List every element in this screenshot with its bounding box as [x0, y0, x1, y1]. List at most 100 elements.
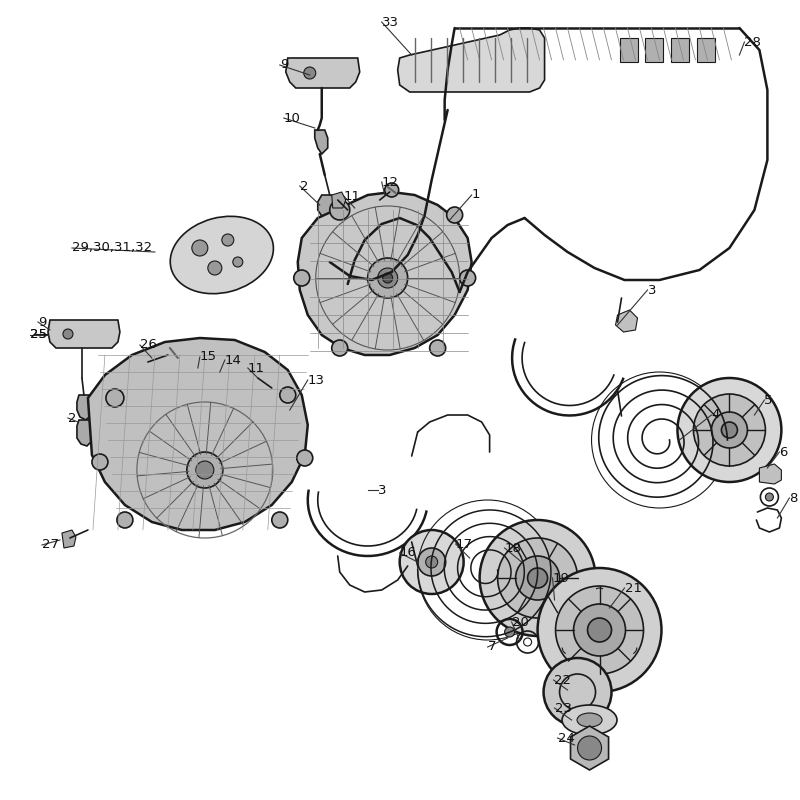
- Text: 2: 2: [68, 411, 77, 425]
- Circle shape: [297, 450, 313, 466]
- Circle shape: [92, 454, 108, 470]
- Text: 14: 14: [225, 354, 242, 366]
- Circle shape: [515, 556, 559, 600]
- Circle shape: [400, 530, 464, 594]
- Circle shape: [272, 512, 288, 528]
- Circle shape: [233, 257, 243, 267]
- Circle shape: [538, 568, 662, 692]
- Circle shape: [332, 340, 348, 356]
- Circle shape: [446, 207, 462, 223]
- Polygon shape: [252, 369, 266, 385]
- Circle shape: [382, 273, 393, 283]
- Circle shape: [587, 618, 611, 642]
- Circle shape: [574, 604, 626, 656]
- Circle shape: [555, 586, 643, 674]
- Text: 25: 25: [30, 329, 47, 342]
- Polygon shape: [550, 596, 571, 616]
- Circle shape: [330, 200, 350, 220]
- Text: 17: 17: [456, 538, 473, 550]
- Circle shape: [63, 329, 73, 339]
- Circle shape: [385, 183, 398, 197]
- Circle shape: [543, 658, 611, 726]
- Text: 9: 9: [38, 315, 46, 329]
- Circle shape: [505, 627, 514, 637]
- Text: 1: 1: [472, 189, 480, 202]
- Polygon shape: [558, 588, 579, 608]
- Polygon shape: [332, 192, 346, 208]
- Circle shape: [426, 556, 438, 568]
- Text: 11: 11: [344, 190, 361, 202]
- Circle shape: [430, 340, 446, 356]
- Text: 15: 15: [200, 350, 217, 363]
- Polygon shape: [615, 310, 638, 332]
- Text: 2: 2: [300, 179, 308, 193]
- Ellipse shape: [577, 713, 602, 727]
- Text: 10: 10: [284, 111, 301, 125]
- Circle shape: [678, 378, 782, 482]
- Circle shape: [188, 364, 204, 380]
- Circle shape: [378, 268, 398, 288]
- Polygon shape: [398, 28, 545, 92]
- Circle shape: [722, 422, 738, 438]
- Text: 11: 11: [248, 362, 265, 374]
- Polygon shape: [759, 464, 782, 484]
- Text: 28: 28: [745, 35, 762, 49]
- Polygon shape: [671, 38, 690, 62]
- Circle shape: [694, 394, 766, 466]
- Polygon shape: [698, 38, 715, 62]
- Text: 29,30,31,32: 29,30,31,32: [72, 242, 152, 254]
- Polygon shape: [314, 130, 328, 154]
- Text: 23: 23: [554, 702, 571, 714]
- Text: 3: 3: [378, 483, 386, 497]
- Polygon shape: [646, 38, 663, 62]
- Text: 22: 22: [554, 674, 570, 686]
- Circle shape: [280, 387, 296, 403]
- Ellipse shape: [562, 705, 617, 735]
- Circle shape: [193, 369, 199, 375]
- Text: 26: 26: [140, 338, 157, 351]
- Text: 7: 7: [488, 641, 496, 654]
- Polygon shape: [77, 420, 93, 446]
- Circle shape: [196, 461, 214, 479]
- Text: 33: 33: [382, 15, 398, 29]
- Circle shape: [208, 261, 222, 275]
- Polygon shape: [286, 58, 360, 88]
- Circle shape: [117, 512, 133, 528]
- Polygon shape: [48, 320, 120, 348]
- Circle shape: [711, 412, 747, 448]
- Circle shape: [368, 258, 408, 298]
- Text: 27: 27: [42, 538, 59, 551]
- Circle shape: [578, 736, 602, 760]
- Circle shape: [766, 493, 774, 501]
- Polygon shape: [318, 195, 336, 218]
- Circle shape: [460, 270, 476, 286]
- Text: 5: 5: [765, 394, 773, 406]
- Text: 9: 9: [280, 58, 288, 71]
- Text: 16: 16: [400, 546, 417, 559]
- Polygon shape: [298, 192, 472, 355]
- Circle shape: [106, 389, 124, 407]
- Text: 6: 6: [779, 446, 788, 458]
- Text: 24: 24: [558, 731, 574, 745]
- Circle shape: [222, 234, 234, 246]
- Circle shape: [192, 240, 208, 256]
- Polygon shape: [542, 604, 563, 624]
- Circle shape: [480, 520, 595, 636]
- Polygon shape: [88, 338, 308, 530]
- Text: 8: 8: [790, 491, 798, 505]
- Polygon shape: [165, 348, 185, 368]
- Text: 25: 25: [30, 329, 47, 342]
- Circle shape: [498, 538, 578, 618]
- Text: 4: 4: [711, 409, 720, 422]
- Polygon shape: [570, 726, 609, 770]
- Circle shape: [418, 548, 446, 576]
- Text: 19: 19: [553, 571, 570, 585]
- Circle shape: [187, 452, 223, 488]
- Ellipse shape: [170, 216, 274, 294]
- Polygon shape: [619, 38, 638, 62]
- Circle shape: [294, 270, 310, 286]
- Circle shape: [527, 568, 547, 588]
- Circle shape: [304, 67, 316, 79]
- Text: 18: 18: [505, 542, 522, 554]
- Text: 13: 13: [308, 374, 325, 386]
